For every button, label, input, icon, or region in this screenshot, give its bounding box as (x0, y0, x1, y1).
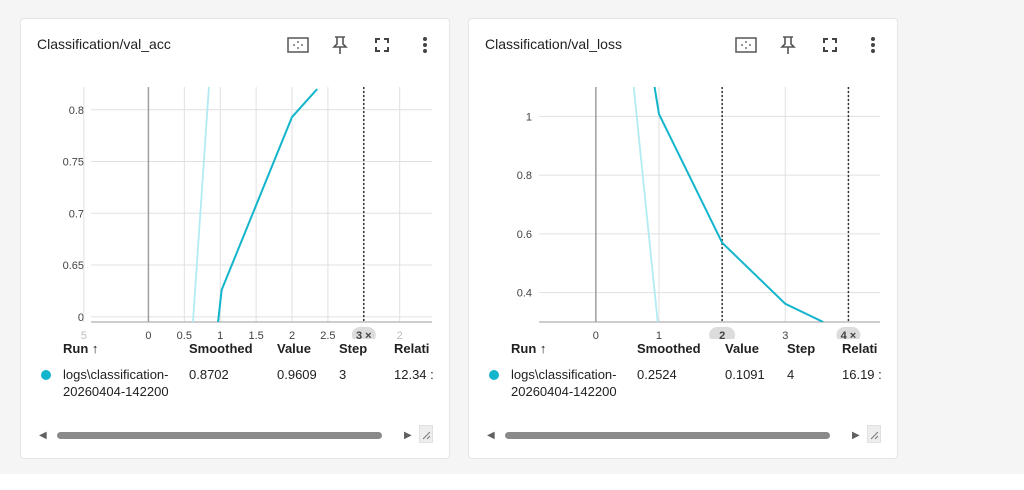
y-tick-label: 0.8 (69, 105, 84, 117)
raw-series-line (192, 87, 210, 322)
raw-series-line (632, 87, 659, 322)
run-color-dot (41, 370, 51, 380)
run-name-line2: 20260404-142200 (511, 384, 617, 399)
fullscreen-button[interactable] (369, 32, 395, 58)
smoothed-cell: 0.2524 (637, 367, 677, 382)
relative-cell: 12.34 : (394, 367, 434, 382)
resize-icon (870, 431, 879, 440)
card-title: Classification/val_acc (37, 36, 171, 52)
x-tick-label: 1 (656, 330, 662, 339)
pin-icon (332, 36, 348, 54)
x-tick-label: 5 (81, 330, 87, 339)
step-column-header[interactable]: Step (787, 341, 816, 356)
value-cell: 0.1091 (725, 367, 765, 382)
pin-button[interactable] (327, 32, 353, 58)
value-column-header[interactable]: Value (277, 341, 311, 356)
chart-card-val-loss: Classification/val_loss 1 0.8 0.6 0.4 0 1 2 3 4 … (468, 18, 898, 459)
y-tick-label: 0.7 (69, 208, 84, 220)
table-resize-handle[interactable] (419, 425, 433, 443)
x-tick-label: 2 (397, 330, 403, 339)
smoothed-column-header[interactable]: Smoothed (637, 341, 701, 356)
card-title: Classification/val_loss (485, 36, 622, 52)
chart-card-val-acc: Classification/val_acc 0.8 0.75 0.7 0.65 0 5 0… (20, 18, 450, 459)
value-cell: 0.9609 (277, 367, 317, 382)
pin-button[interactable] (775, 32, 801, 58)
more-vert-icon (423, 37, 427, 53)
y-tick-label: 1 (526, 111, 532, 123)
x-tick-label: 0 (145, 330, 151, 339)
run-color-dot (489, 370, 499, 380)
y-tick-label: 0.75 (63, 157, 84, 169)
line-chart[interactable]: 1 0.8 0.6 0.4 0 1 2 3 4 × (469, 69, 899, 339)
run-name-cell: logs\classification- 20260404-142200 (63, 366, 169, 400)
x-tick-label: 0 (593, 330, 599, 339)
x-tick-label: 2 (719, 330, 725, 339)
y-tick-label: 0 (78, 312, 84, 324)
value-column-header[interactable]: Value (725, 341, 759, 356)
fullscreen-button[interactable] (817, 32, 843, 58)
run-name-line2: 20260404-142200 (63, 384, 169, 399)
table-resize-handle[interactable] (867, 425, 881, 443)
step-cell: 3 (339, 367, 347, 382)
fit-domain-button[interactable] (733, 32, 759, 58)
run-name-line1: logs\classification- (511, 367, 617, 382)
run-column-header[interactable]: Run ↑ (511, 341, 547, 356)
horizontal-scrollbar[interactable]: ◀ ▶ (483, 424, 883, 446)
pin-icon (780, 36, 796, 54)
scrollbar-thumb[interactable] (57, 432, 382, 439)
scroll-left-icon[interactable]: ◀ (487, 430, 495, 441)
page-footer-area (0, 474, 1024, 490)
fit-domain-icon (735, 37, 757, 53)
more-vert-icon (871, 37, 875, 53)
x-tick-label: 1 (217, 330, 223, 339)
scroll-left-icon[interactable]: ◀ (39, 430, 47, 441)
smoothed-cell: 0.8702 (189, 367, 229, 382)
x-tick-label: 2.5 (320, 330, 335, 339)
horizontal-scrollbar[interactable]: ◀ ▶ (35, 424, 435, 446)
line-chart[interactable]: 0.8 0.75 0.7 0.65 0 5 0 0.5 1 1.5 2 2.5 3 × 2 (21, 69, 451, 339)
run-column-header[interactable]: Run ↑ (63, 341, 99, 356)
x-marker-badge (351, 327, 376, 339)
run-name-cell: logs\classification- 20260404-142200 (511, 366, 617, 400)
x-tick-label: 2 (289, 330, 295, 339)
y-tick-label: 0.4 (517, 288, 532, 300)
x-marker-badge (709, 327, 736, 339)
relative-column-header[interactable]: Relati (394, 341, 430, 356)
x-tick-label: 0.5 (177, 330, 192, 339)
smoothed-column-header[interactable]: Smoothed (189, 341, 253, 356)
scroll-right-icon[interactable]: ▶ (852, 430, 860, 441)
more-options-button[interactable] (412, 32, 438, 58)
scroll-right-icon[interactable]: ▶ (404, 430, 412, 441)
relative-cell: 16.19 : (842, 367, 882, 382)
run-name-line1: logs\classification- (63, 367, 169, 382)
y-tick-label: 0.6 (517, 229, 532, 241)
step-column-header[interactable]: Step (339, 341, 368, 356)
x-tick-label: 3 (782, 330, 788, 339)
x-marker-badge (836, 327, 861, 339)
relative-column-header[interactable]: Relati (842, 341, 878, 356)
more-options-button[interactable] (860, 32, 886, 58)
x-tick-label: 3 × (356, 330, 372, 339)
fit-domain-icon (287, 37, 309, 53)
smoothed-series-line (653, 87, 824, 322)
x-tick-label: 4 × (841, 330, 857, 339)
smoothed-series-line (217, 88, 318, 322)
y-tick-label: 0.65 (63, 260, 84, 272)
step-cell: 4 (787, 367, 795, 382)
scrollbar-thumb[interactable] (505, 432, 830, 439)
fit-domain-button[interactable] (285, 32, 311, 58)
resize-icon (422, 431, 431, 440)
y-tick-label: 0.8 (517, 170, 532, 182)
fullscreen-icon (823, 38, 837, 52)
fullscreen-icon (375, 38, 389, 52)
x-tick-label: 1.5 (248, 330, 263, 339)
